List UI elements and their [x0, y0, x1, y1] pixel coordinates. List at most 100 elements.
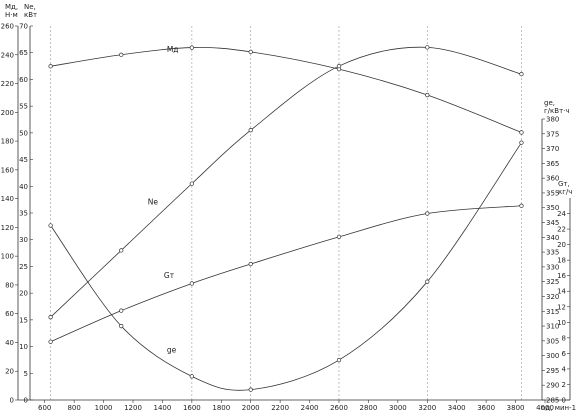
data-point-ge — [189, 374, 195, 379]
ge-tick-label: 345 — [546, 219, 559, 227]
data-point-md — [189, 45, 195, 50]
gt-tick-label: 8 — [562, 334, 566, 342]
vertical-gridlines — [50, 26, 522, 400]
ge-tick-label: 350 — [546, 204, 559, 212]
data-point-ne — [519, 71, 524, 77]
ge-tick-label: 335 — [546, 249, 559, 257]
series-line-ne — [50, 46, 522, 318]
x-tick-label: 1800 — [212, 404, 230, 412]
data-point-ne — [248, 128, 253, 133]
ne-tick-label: 45 — [19, 156, 28, 164]
data-point-ne — [425, 45, 430, 50]
data-point-md — [425, 92, 430, 98]
series-label-md: Mд — [167, 45, 179, 54]
x-tick-label: 1400 — [154, 404, 172, 412]
gt-tick-label: 10 — [557, 319, 566, 327]
md-tick-label: 200 — [1, 109, 14, 117]
gt-tick-label: 2 — [562, 381, 566, 389]
md-tick-label: 180 — [1, 138, 14, 146]
data-point-ge — [48, 223, 53, 228]
md-tick-label: 220 — [1, 80, 14, 88]
md-tick-label: 20 — [5, 368, 14, 376]
ne-tick-label: 25 — [19, 263, 28, 271]
x-tick-label: 3400 — [448, 404, 466, 412]
x-tick-label: 800 — [67, 404, 80, 412]
series-labels: Mд Ne Gт ge — [148, 45, 179, 355]
ge-tick-label: 380 — [546, 116, 559, 124]
gt-tick-label: 6 — [562, 350, 567, 358]
gt-tick-label: 4 — [562, 365, 567, 373]
md-tick-label: 60 — [5, 310, 14, 318]
ge-tick-label: 375 — [546, 130, 559, 138]
gt-tick-label: 0 — [562, 397, 566, 405]
ne-tick-label: 20 — [19, 290, 28, 298]
ge-tick-label: 300 — [546, 352, 559, 360]
series-curves — [50, 46, 522, 391]
md-tick-label: 240 — [1, 51, 14, 59]
ne-tick-label: 40 — [19, 183, 28, 191]
ge-tick-label: 315 — [546, 308, 559, 316]
data-point-gt — [336, 234, 342, 239]
md-axis-label: Mд, Н·м — [5, 3, 18, 19]
md-tick-label: 260 — [1, 23, 14, 31]
x-tick-label: 2800 — [360, 404, 378, 412]
data-point-gt — [119, 308, 124, 313]
md-tick-label: 140 — [1, 195, 14, 203]
x-tick-label: 3800 — [507, 404, 525, 412]
series-label-ge: ge — [167, 346, 177, 355]
gt-tick-label: 24 — [557, 210, 566, 218]
ne-tick-label: 55 — [19, 103, 28, 111]
data-point-gt — [48, 339, 53, 344]
ne-tick-label: 65 — [19, 49, 28, 57]
x-tick-label: 2200 — [271, 404, 289, 412]
ne-tick-label: 5 — [24, 370, 28, 378]
x-tick-label: 3200 — [418, 404, 436, 412]
data-point-gt — [248, 261, 253, 267]
data-point-ne — [48, 315, 53, 320]
series-line-ge — [50, 142, 522, 391]
ge-tick-label: 365 — [546, 160, 559, 168]
ne-tick-label: 10 — [19, 343, 28, 351]
ge-tick-label: 320 — [546, 293, 559, 301]
ge-tick-label: 355 — [546, 189, 559, 197]
data-point-ne — [336, 63, 342, 69]
ge-tick-label: 340 — [546, 234, 559, 242]
md-tick-label: 80 — [5, 281, 14, 289]
ge-axis-label: ge, г/кВт·ч — [544, 99, 570, 115]
md-tick-label: 120 — [1, 224, 14, 232]
data-point-gt — [189, 281, 195, 286]
x-tick-label: 3000 — [389, 404, 407, 412]
ne-tick-label: 50 — [19, 129, 28, 137]
x-tick-label: 1600 — [183, 404, 201, 412]
ne-tick-label: 60 — [19, 76, 28, 84]
ge-tick-label: 310 — [546, 323, 559, 331]
gt-tick-label: 22 — [557, 226, 566, 234]
ne-axis-label: Ne, кВт — [24, 3, 37, 19]
ge-tick-label: 290 — [546, 382, 559, 390]
axes-frame — [17, 26, 571, 401]
data-point-ge — [119, 323, 124, 329]
gt-tick-label: 20 — [557, 241, 566, 249]
tick-labels: 600 800 1000 1200 1400 1600 1800 2000 2200 2400 26… — [1, 23, 570, 412]
md-tick-label: 160 — [1, 166, 14, 174]
md-tick-label: 40 — [5, 339, 14, 347]
ne-tick-label: 0 — [24, 397, 28, 405]
gt-tick-label: 18 — [557, 257, 566, 265]
ge-tick-label: 330 — [546, 263, 559, 271]
data-point-gt — [425, 211, 430, 216]
ge-tick-label: 295 — [546, 367, 559, 375]
ge-tick-label: 305 — [546, 337, 559, 345]
x-tick-label: 2400 — [301, 404, 319, 412]
data-point-ge — [519, 140, 524, 145]
x-tick-label: 3600 — [477, 404, 495, 412]
series-markers — [48, 45, 524, 392]
x-tick-label: 2000 — [242, 404, 260, 412]
series-label-ne: Ne — [148, 198, 159, 207]
gt-axis-label: Gт, кг/ч — [558, 180, 572, 196]
gt-tick-label: 12 — [557, 303, 566, 311]
x-tick-label: 1200 — [124, 404, 142, 412]
md-tick-label: 100 — [1, 253, 14, 261]
gt-tick-label: 16 — [557, 272, 566, 280]
x-tick-label: 600 — [38, 404, 51, 412]
